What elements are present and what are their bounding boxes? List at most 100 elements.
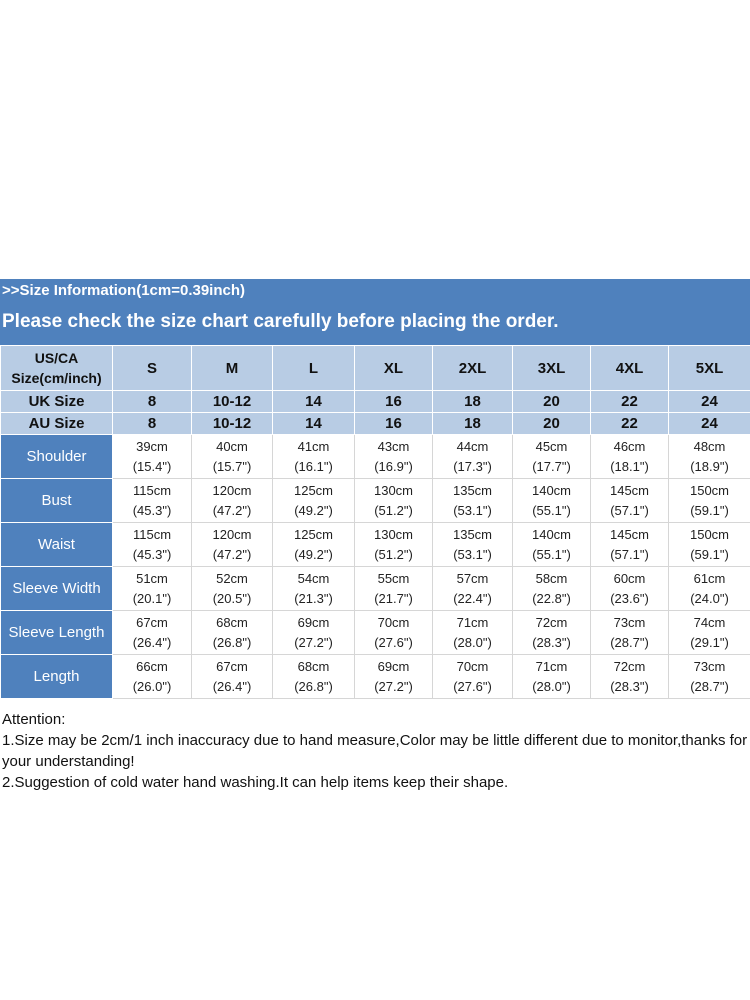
cm-value: 73cm xyxy=(613,614,646,630)
inch-value: (23.6") xyxy=(610,590,649,606)
cm-value: 46cm xyxy=(613,438,646,454)
attention-item-1: 1.Size may be 2cm/1 inch inaccuracy due … xyxy=(2,732,748,770)
inch-value: (22.8") xyxy=(532,590,571,606)
inch-value: (55.1") xyxy=(532,546,571,562)
measurement-cell: 135cm (53.1") xyxy=(432,478,513,523)
inch-value: (21.7") xyxy=(374,590,413,606)
inch-value: (27.2") xyxy=(294,634,333,650)
cm-value: 70cm xyxy=(456,658,489,674)
measurement-cell: 55cm (21.7") xyxy=(354,566,433,611)
info-banner: >>Size Information(1cm=0.39inch) Please … xyxy=(0,279,750,345)
inch-value: (17.3") xyxy=(453,458,492,474)
measurement-cell: 70cm (27.6") xyxy=(432,654,513,699)
cm-value: 67cm xyxy=(216,658,248,674)
measurement-cell: 69cm (27.2") xyxy=(354,654,433,699)
inch-value: (45.3") xyxy=(132,546,172,562)
conversion-label-cell: UK Size xyxy=(0,390,113,413)
cm-value: 55cm xyxy=(377,570,410,586)
cm-value: 74cm xyxy=(693,614,726,630)
measurement-cell: 74cm (29.1") xyxy=(668,610,750,655)
cm-value: 150cm xyxy=(689,482,730,498)
conversion-value-cell: 22 xyxy=(590,412,669,435)
size-header-row: US/CA Size(cm/inch) S M L XL 2XL 3XL 4XL 5XL xyxy=(0,345,750,391)
measurement-cell: 72cm (28.3") xyxy=(512,610,591,655)
cm-value: 71cm xyxy=(456,614,489,630)
check-size-instruction: Please check the size chart carefully be… xyxy=(2,311,559,332)
size-table-body: US/CA Size(cm/inch) S M L XL 2XL 3XL 4XL 5XL UK Si… xyxy=(0,345,750,699)
cm-value: 72cm xyxy=(613,658,646,674)
inch-value: (27.6") xyxy=(374,634,413,650)
measurement-cell: 125cm (49.2") xyxy=(272,478,355,523)
measurement-cell: 48cm (18.9") xyxy=(668,434,750,479)
cm-value: 58cm xyxy=(535,570,568,586)
measurement-cell: 150cm (59.1") xyxy=(668,522,750,567)
size-header-cell: 2XL xyxy=(432,345,513,391)
measurement-cell: 66cm (26.0") xyxy=(112,654,192,699)
cm-value: 51cm xyxy=(136,570,168,586)
conversion-value-cell: 8 xyxy=(112,390,192,413)
measurement-row: Shoulder 39cm (15.4") 40cm (15.7") 41cm (16.1"… xyxy=(0,434,750,479)
measurement-cell: 44cm (17.3") xyxy=(432,434,513,479)
conversion-row: AU Size 8 10-12 14 16 18 20 22 24 xyxy=(0,412,750,435)
inch-value: (28.7") xyxy=(610,634,649,650)
measurement-row: Waist 115cm (45.3") 120cm (47.2") 125cm (49.2"… xyxy=(0,522,750,567)
inch-value: (57.1") xyxy=(610,502,649,518)
measurement-cell: 71cm (28.0") xyxy=(432,610,513,655)
measurement-cell: 140cm (55.1") xyxy=(512,478,591,523)
measurement-cell: 61cm (24.0") xyxy=(668,566,750,611)
measurement-cell: 72cm (28.3") xyxy=(590,654,669,699)
measurement-row: Bust 115cm (45.3") 120cm (47.2") 125cm (49.2")… xyxy=(0,478,750,523)
inch-value: (51.2") xyxy=(374,546,413,562)
inch-value: (49.2") xyxy=(294,546,333,562)
measurement-cell: 68cm (26.8") xyxy=(272,654,355,699)
measurement-row: Sleeve Length 67cm (26.4") 68cm (26.8") 69cm (… xyxy=(0,610,750,655)
measurement-cell: 73cm (28.7") xyxy=(668,654,750,699)
inch-value: (18.1") xyxy=(610,458,649,474)
inch-value: (21.3") xyxy=(294,590,333,606)
cm-value: 130cm xyxy=(373,526,414,542)
corner-label-line: US/CA xyxy=(34,350,79,366)
measurement-cell: 130cm (51.2") xyxy=(354,478,433,523)
cm-value: 40cm xyxy=(216,438,248,454)
cm-value: 68cm xyxy=(216,614,248,630)
size-table: US/CA Size(cm/inch) S M L XL 2XL 3XL 4XL 5XL UK Si… xyxy=(0,345,750,699)
measurement-cell: 60cm (23.6") xyxy=(590,566,669,611)
inch-value: (20.1") xyxy=(132,590,172,606)
cm-value: 115cm xyxy=(132,526,172,542)
conversion-value-cell: 10-12 xyxy=(191,412,273,435)
cm-value: 66cm xyxy=(136,658,168,674)
cm-value: 140cm xyxy=(531,482,572,498)
cm-value: 69cm xyxy=(377,658,410,674)
measurement-cell: 73cm (28.7") xyxy=(590,610,669,655)
conversion-value-cell: 16 xyxy=(354,412,433,435)
size-header-cell: S xyxy=(112,345,192,391)
measurement-cell: 145cm (57.1") xyxy=(590,478,669,523)
attention-item-2: 2.Suggestion of cold water hand washing.… xyxy=(2,774,509,791)
inch-value: (26.4") xyxy=(212,678,252,694)
measurement-cell: 115cm (45.3") xyxy=(112,522,192,567)
inch-value: (57.1") xyxy=(610,546,649,562)
measurement-cell: 46cm (18.1") xyxy=(590,434,669,479)
cm-value: 140cm xyxy=(531,526,572,542)
measurement-cell: 40cm (15.7") xyxy=(191,434,273,479)
measurement-row: Length 66cm (26.0") 67cm (26.4") 68cm (26.8") 6… xyxy=(0,654,750,699)
cm-value: 120cm xyxy=(212,482,252,498)
measurement-cell: 58cm (22.8") xyxy=(512,566,591,611)
attention-heading: Attention: xyxy=(2,711,66,728)
measurement-cell: 145cm (57.1") xyxy=(590,522,669,567)
conversion-value-cell: 18 xyxy=(432,390,513,413)
measurement-cell: 130cm (51.2") xyxy=(354,522,433,567)
measurement-cell: 68cm (26.8") xyxy=(191,610,273,655)
cm-value: 115cm xyxy=(132,482,172,498)
cm-value: 68cm xyxy=(297,658,330,674)
conversion-value-cell: 14 xyxy=(272,390,355,413)
measurement-cell: 54cm (21.3") xyxy=(272,566,355,611)
cm-value: 73cm xyxy=(693,658,726,674)
inch-value: (59.1") xyxy=(690,502,729,518)
conversion-row: UK Size 8 10-12 14 16 18 20 22 24 xyxy=(0,390,750,413)
cm-value: 130cm xyxy=(373,482,414,498)
cm-value: 125cm xyxy=(293,526,334,542)
measurement-cell: 135cm (53.1") xyxy=(432,522,513,567)
measurement-cell: 120cm (47.2") xyxy=(191,522,273,567)
